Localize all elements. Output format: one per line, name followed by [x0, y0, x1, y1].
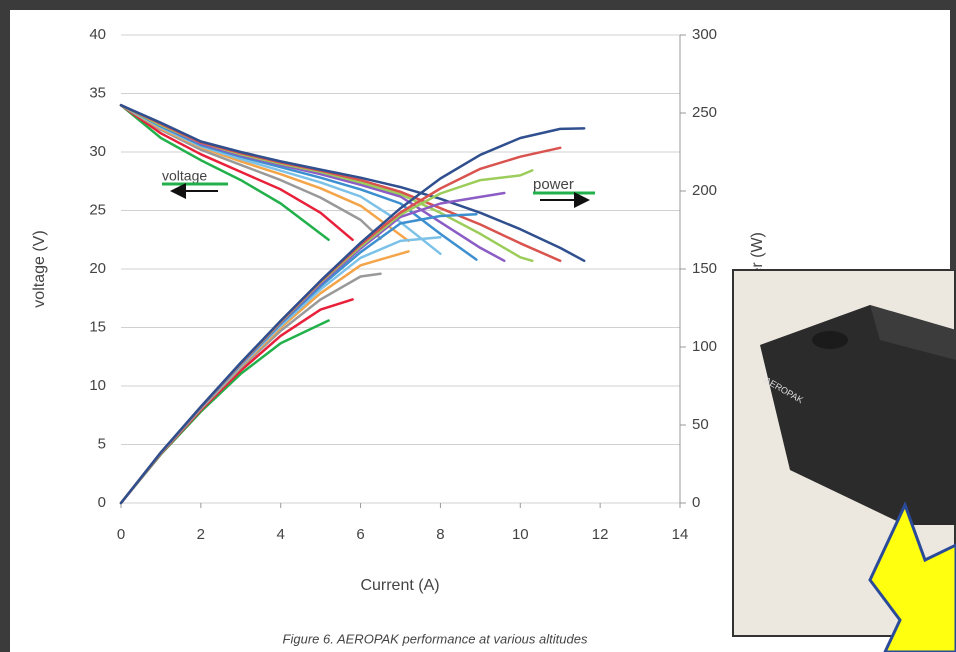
y-tick-label: 20	[89, 260, 106, 277]
annotation: voltage	[162, 168, 207, 184]
star	[868, 501, 956, 652]
border	[950, 0, 956, 270]
y-tick-label: 25	[89, 201, 106, 218]
y-tick-label: 15	[89, 318, 106, 335]
x-tick-label: 6	[356, 526, 364, 543]
device-port	[812, 331, 848, 349]
y-axis-label: voltage (V)	[31, 230, 48, 307]
x-tick-label: 10	[512, 526, 529, 543]
x-tick-label: 4	[277, 526, 285, 543]
x-tick-label: 8	[436, 526, 444, 543]
y-tick-label: 30	[89, 143, 106, 160]
y-tick-label: 35	[89, 84, 106, 101]
y2-tick-label: 150	[692, 260, 717, 277]
y-tick-label: 0	[98, 494, 106, 511]
y2-tick-label: 200	[692, 182, 717, 199]
caption: Figure 6. AEROPAK performance at various…	[283, 631, 588, 646]
x-tick-label: 0	[117, 526, 125, 543]
annotation: power	[533, 176, 574, 193]
y-tick-label: 40	[89, 26, 106, 43]
y-tick-label: 10	[89, 377, 106, 394]
device-top	[870, 305, 956, 360]
border	[0, 0, 10, 652]
line	[119, 127, 586, 505]
x-tick-label: 14	[672, 526, 689, 543]
y-tick-label: 5	[98, 435, 106, 452]
plot: 0 5 10 15 20 25 30 35 40 0 50 100 150 200 250 300 0 2 4 6 8 1…	[89, 26, 717, 543]
y2-tick-label: 0	[692, 494, 700, 511]
annotations: voltage power	[162, 168, 595, 208]
line	[119, 103, 354, 242]
x-tick-label: 12	[592, 526, 609, 543]
device	[760, 305, 956, 525]
product-photo: AEROPAK	[732, 269, 956, 652]
y2-tick-label: 300	[692, 26, 717, 43]
x-axis-label: Current (A)	[360, 577, 439, 594]
y2-tick-label: 100	[692, 338, 717, 355]
line	[119, 103, 330, 242]
x-tick-label: 2	[197, 526, 205, 543]
y2-tick-label: 250	[692, 104, 717, 121]
y2-tick-label: 50	[692, 416, 709, 433]
line	[119, 103, 382, 240]
line	[119, 103, 586, 263]
border	[0, 0, 956, 10]
